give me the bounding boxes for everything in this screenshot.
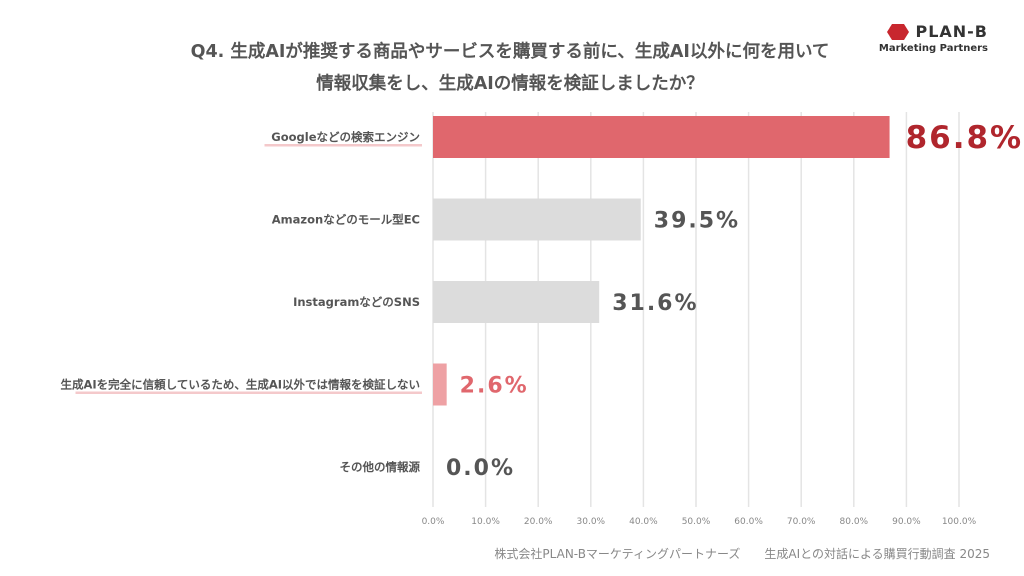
footer-company: 株式会社PLAN-Bマーケティングパートナーズ — [494, 547, 741, 561]
value-label: 39.5% — [654, 208, 740, 233]
value-label: 86.8% — [906, 120, 1024, 156]
category-label: InstagramなどのSNS — [293, 295, 420, 309]
chart-title-line-1: Q4. 生成AIが推奨する商品やサービスを購買する前に、生成AI以外に何を用いて — [190, 42, 830, 62]
value-label: 2.6% — [460, 373, 529, 398]
category-label: Amazonなどのモール型EC — [272, 213, 420, 227]
x-tick-label: 70.0% — [787, 517, 816, 527]
x-tick-label: 90.0% — [892, 517, 921, 527]
x-tick-label: 40.0% — [629, 517, 658, 527]
category-label: Googleなどの検索エンジン — [271, 130, 420, 144]
x-tick-label: 0.0% — [422, 517, 445, 527]
x-tick-label: 10.0% — [471, 517, 500, 527]
category-label: 生成AIを完全に信頼しているため、生成AI以外では情報を検証しない — [60, 378, 420, 392]
x-tick-label: 50.0% — [682, 517, 711, 527]
category-highlight-underline — [264, 144, 422, 147]
bar — [433, 198, 641, 241]
x-tick-label: 100.0% — [942, 517, 977, 527]
company-logo: PLAN-B Marketing Partners — [878, 22, 988, 54]
bar — [433, 363, 447, 406]
chart-title-line-2: 情報収集をし、生成AIの情報を検証しましたか？ — [316, 74, 704, 94]
bar — [433, 281, 600, 323]
footer: 株式会社PLAN-Bマーケティングパートナーズ 生成AIとの対話による購買行動調査… — [494, 545, 990, 562]
x-tick-label: 60.0% — [734, 517, 763, 527]
x-tick-label: 20.0% — [524, 517, 553, 527]
value-label: 0.0% — [446, 456, 515, 481]
plan-b-logo-icon — [887, 23, 910, 40]
bar — [433, 116, 890, 158]
value-label: 31.6% — [612, 291, 698, 316]
plan-b-logo-shape — [887, 23, 910, 40]
footer-survey: 生成AIとの対話による購買行動調査 2025 — [764, 547, 990, 561]
category-highlight-underline — [75, 391, 422, 394]
chart-title: Q4. 生成AIが推奨する商品やサービスを購買する前に、生成AI以外に何を用いて… — [150, 36, 870, 100]
category-label: その他の情報源 — [340, 460, 421, 474]
logo-name: PLAN-B — [915, 22, 988, 41]
x-tick-label: 30.0% — [577, 517, 606, 527]
logo-subtitle: Marketing Partners — [878, 43, 988, 54]
x-tick-label: 80.0% — [840, 517, 869, 527]
